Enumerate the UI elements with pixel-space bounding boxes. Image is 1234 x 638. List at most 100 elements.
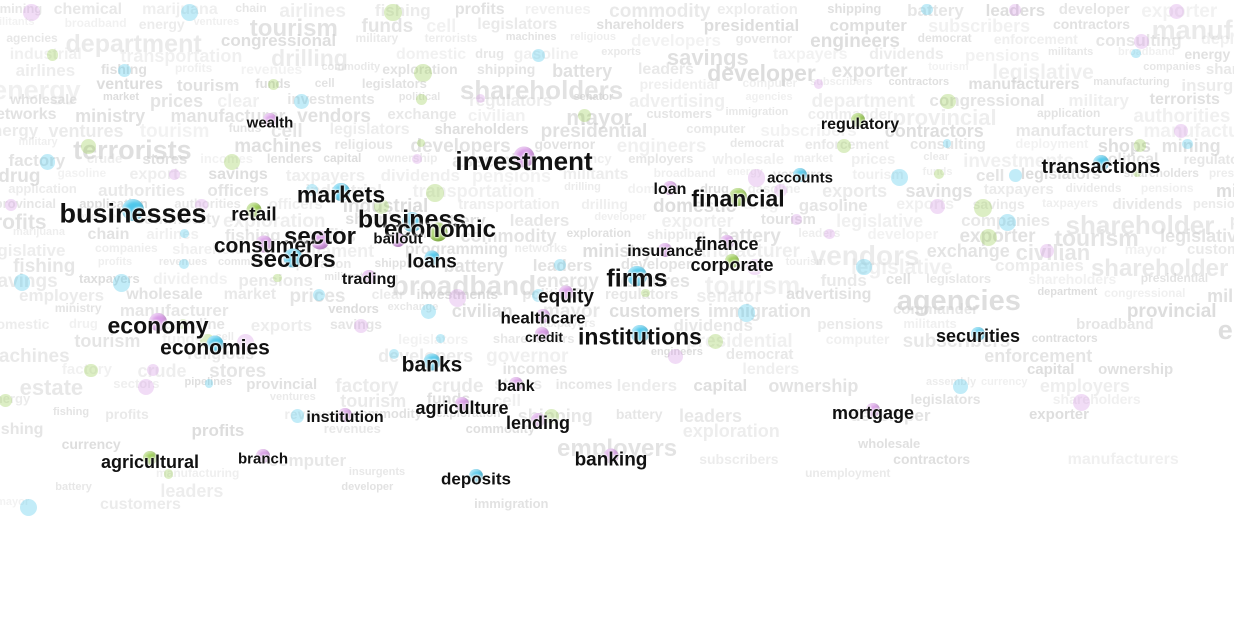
background-node-dot xyxy=(1073,394,1091,411)
bank-node-dot xyxy=(509,377,523,391)
background-term: democrat xyxy=(917,31,972,45)
background-node-dot xyxy=(856,259,872,275)
background-term: exporter xyxy=(831,61,908,82)
background-term: manufacturing xyxy=(1093,76,1170,88)
background-node-dot xyxy=(4,199,17,211)
background-node-dot xyxy=(737,304,756,322)
background-term: revenues xyxy=(323,421,381,436)
background-term: drug xyxy=(475,46,505,61)
background-term: battery xyxy=(55,481,92,493)
institutions-term-label: institutions xyxy=(578,323,702,350)
background-term: funds xyxy=(255,76,291,91)
background-term: broadband xyxy=(1076,316,1154,333)
background-node-dot xyxy=(374,199,389,214)
background-term: shareholder xyxy=(172,241,258,258)
background-term: sectors xyxy=(113,376,160,391)
background-term: manufacturers xyxy=(1067,451,1179,468)
background-node-dot xyxy=(293,94,309,110)
background-term: provincial xyxy=(246,376,318,393)
finance-term-label: finance xyxy=(695,234,759,254)
background-term: department xyxy=(811,91,915,112)
background-term: battery xyxy=(443,256,504,276)
institution-term-label: institution xyxy=(306,409,384,426)
background-term: military xyxy=(18,136,58,148)
background-node-dot xyxy=(1133,139,1147,152)
background-term: pensions xyxy=(817,316,884,333)
background-term: manufacturing xyxy=(1143,121,1234,142)
loans-term-label: loans xyxy=(407,251,457,273)
background-term: energy xyxy=(536,271,599,292)
background-node-dot xyxy=(979,229,997,247)
background-term: exchange xyxy=(387,301,439,313)
background-term: unemployment xyxy=(805,466,891,480)
background-node-dot xyxy=(891,169,908,186)
background-term: savings xyxy=(329,316,383,332)
background-term: profits xyxy=(191,421,245,440)
economies-term-label: economies xyxy=(160,336,270,360)
background-term: civilian xyxy=(1015,240,1091,265)
background-term: exporter xyxy=(1141,1,1218,22)
background-term: militants xyxy=(0,16,35,28)
background-term: immigration xyxy=(725,106,789,118)
background-term: tourism xyxy=(139,121,210,142)
background-term: ventures xyxy=(48,121,124,141)
background-term: legislative xyxy=(1160,226,1234,246)
background-term: leaders xyxy=(798,226,841,240)
background-term: consulting xyxy=(1095,31,1182,50)
background-term: estate xyxy=(19,375,84,400)
background-node-dot xyxy=(641,289,650,298)
background-term: machines xyxy=(505,31,557,43)
background-term: savings xyxy=(666,45,749,70)
wealth-term-label: wealth xyxy=(246,114,294,132)
background-term: shareholders xyxy=(459,75,624,105)
background-node-dot xyxy=(774,184,788,197)
background-term: broadband xyxy=(64,16,127,30)
background-term: engineers xyxy=(650,346,703,358)
background-term: investments xyxy=(287,91,375,108)
background-term: congressional xyxy=(220,31,337,50)
background-term: legislators xyxy=(361,76,427,91)
background-term: ventures xyxy=(269,391,316,403)
background-term: religious xyxy=(334,136,393,152)
investment-node-dot xyxy=(513,146,535,168)
background-term: taxpayers xyxy=(772,46,848,63)
background-node-dot xyxy=(1174,124,1189,138)
background-term: drug xyxy=(700,181,729,196)
background-node-dot xyxy=(46,49,59,61)
background-node-dot xyxy=(236,334,254,352)
background-node-dot xyxy=(19,499,37,517)
background-term: currency xyxy=(556,151,612,166)
markets-term-label: markets xyxy=(296,181,386,208)
background-term: ministry xyxy=(75,106,146,126)
background-node-dot xyxy=(224,154,241,171)
economic-node-dot xyxy=(428,222,448,242)
background-term: subscribers xyxy=(928,16,1031,36)
background-term: fishing xyxy=(0,421,44,438)
background-node-dot xyxy=(1131,49,1141,59)
background-term: companies xyxy=(995,256,1084,275)
background-node-dot xyxy=(117,64,131,77)
background-term: provincial xyxy=(0,196,57,211)
background-term: chemical xyxy=(53,1,123,18)
background-term: crude xyxy=(137,361,187,381)
branch-node-dot xyxy=(256,449,270,463)
institutions-node-dot xyxy=(631,325,649,343)
background-term: investments xyxy=(416,286,499,302)
background-term: lenders xyxy=(266,151,314,166)
background-term: companies xyxy=(961,211,1050,230)
background-term: terrorists xyxy=(73,135,192,165)
background-term: military xyxy=(1068,91,1129,110)
agricultural-term-label: agricultural xyxy=(100,452,200,472)
background-term: mayor xyxy=(542,301,600,322)
background-term: revenues xyxy=(158,256,208,268)
background-term: drug xyxy=(0,166,41,187)
background-term: developer xyxy=(707,60,816,86)
background-term: funds xyxy=(820,271,867,290)
background-term: department xyxy=(1037,286,1098,298)
background-term: subscribers xyxy=(760,121,857,140)
background-node-dot xyxy=(436,334,446,343)
background-node-dot xyxy=(163,469,174,479)
background-term: transportation xyxy=(120,46,243,66)
background-term: employers xyxy=(628,151,694,166)
background-term: commodity xyxy=(218,256,277,268)
